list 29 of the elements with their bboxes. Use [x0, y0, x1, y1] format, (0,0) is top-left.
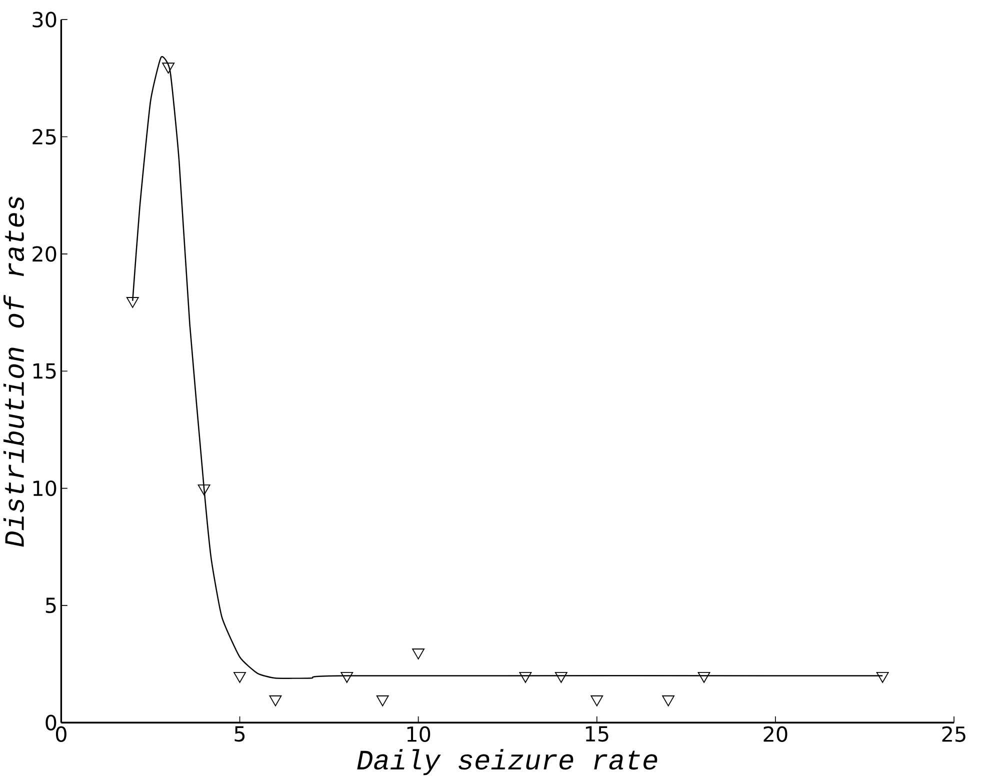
point — [234, 672, 246, 684]
x-axis-title: Daily seizure rate — [357, 749, 658, 776]
point — [126, 297, 139, 308]
point — [876, 672, 889, 684]
x-tick-label: 15 — [586, 726, 608, 742]
point — [198, 484, 210, 496]
y-tick-label: 10 — [33, 480, 56, 496]
point — [554, 672, 568, 684]
point — [340, 672, 354, 684]
point — [590, 696, 604, 706]
point — [269, 696, 282, 706]
point — [662, 696, 675, 706]
x-tick-label: 10 — [407, 726, 430, 742]
point — [698, 672, 710, 684]
x-tick-label: 5 — [234, 726, 245, 742]
y-tick-label: 25 — [32, 129, 56, 145]
point — [162, 62, 175, 74]
point — [412, 648, 425, 660]
y-tick-label: 5 — [46, 598, 56, 614]
point — [519, 672, 532, 684]
y-tick-label: 0 — [46, 714, 56, 731]
y-axis-title: Distribution of rates — [3, 196, 24, 547]
x-tick-label: 0 — [56, 726, 66, 742]
y-tick-label: 15 — [33, 364, 56, 379]
x-tick-label: 25 — [942, 726, 966, 742]
point — [376, 696, 389, 706]
y-tick-label: 30 — [32, 12, 56, 28]
y-tick-label: 20 — [32, 246, 56, 262]
x-tick-label: 20 — [764, 726, 788, 742]
